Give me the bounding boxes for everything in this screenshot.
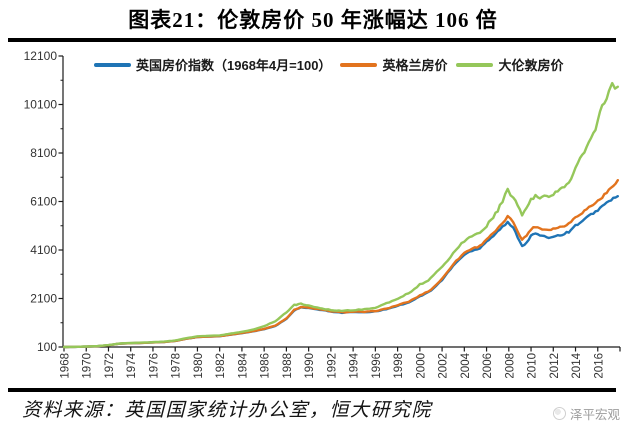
x-tick-label: 2002 [438,353,450,379]
x-tick-label: 2016 [593,353,605,379]
legend-item-greater-london: 大伦敦房价 [456,55,563,74]
x-tick-label: 2012 [549,353,561,379]
y-tick-label: 2100 [30,292,57,306]
x-tick-label: 1992 [326,353,338,379]
x-tick-label: 2014 [571,352,583,378]
x-tick-label: 1986 [260,353,272,379]
top-divider [8,38,616,42]
x-tick-label: 1980 [193,353,205,379]
legend-item-england: 英格兰房价 [340,55,447,74]
x-tick-label: 1998 [393,353,405,379]
bottom-divider [8,388,616,392]
x-tick-label: 2000 [415,353,427,379]
x-tick-label: 1996 [371,353,383,379]
x-tick-label: 2004 [460,352,472,378]
x-tick-label: 1982 [215,353,227,379]
x-tick-label: 1990 [304,353,316,379]
x-tick-label: 1972 [104,353,116,379]
legend-label-greater-london: 大伦敦房价 [498,58,564,73]
zeping-macro-logo-icon [552,407,566,420]
x-tick-label: 1988 [282,353,294,379]
legend-item-uk-index: 英国房价指数（1968年4月=100） [94,55,331,74]
y-tick-label: 12100 [24,49,58,63]
chart-legend: 英国房价指数（1968年4月=100） 英格兰房价 大伦敦房价 [94,55,563,74]
watermark: 泽平宏观 [552,404,620,423]
y-tick-label: 8100 [30,146,57,160]
series-line-1 [62,178,619,349]
series-line-0 [62,194,619,349]
x-tick-label: 1970 [82,353,94,379]
y-tick-label: 6100 [30,195,57,209]
x-tick-label: 1976 [148,353,160,379]
x-tick-label: 1974 [126,352,138,378]
x-tick-label: 1994 [349,352,361,378]
y-tick-label: 100 [37,340,57,354]
legend-label-england: 英格兰房价 [382,58,448,73]
legend-label-uk-index: 英国房价指数（1968年4月=100） [136,58,332,73]
series-line-2 [62,81,619,349]
source-note: 资料来源：英国国家统计办公室，恒大研究院 [22,400,433,421]
house-price-line-chart: 100 2100 4100 6100 8100 10100 12100 1968 1970 197… [24,49,621,379]
axis-labels: 100 2100 4100 6100 8100 10100 12100 1968 1970 197… [24,49,606,378]
y-tick-label: 10100 [24,98,58,112]
axes [58,55,621,352]
x-tick-label: 2008 [504,353,516,379]
y-tick-label: 4100 [30,243,57,257]
x-tick-label: 2010 [527,353,539,379]
x-tick-label: 1984 [237,352,249,378]
legend-swatch-green-line-icon [456,62,494,67]
legend-swatch-blue-line-icon [94,62,131,67]
chart-title: 图表21：伦敦房价 50 年涨幅达 106 倍 [128,8,498,32]
x-tick-label: 1978 [171,353,183,379]
legend-swatch-orange-line-icon [340,62,378,67]
x-tick-label: 2006 [482,353,494,379]
watermark-text: 泽平宏观 [569,408,620,422]
x-tick-label: 1968 [60,353,72,379]
